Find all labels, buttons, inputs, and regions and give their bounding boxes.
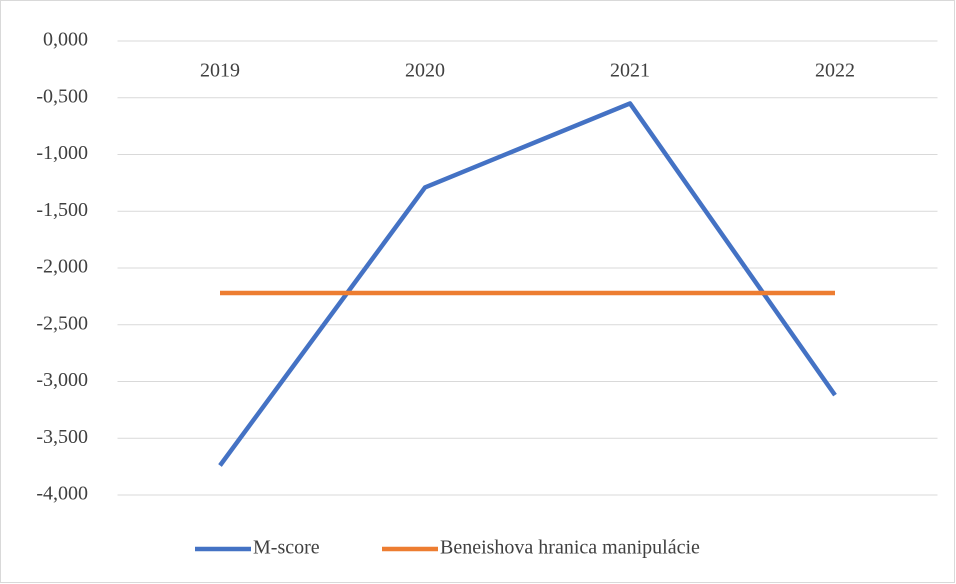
x-tick-label: 2022 bbox=[815, 60, 855, 82]
y-tick-label: -0,500 bbox=[36, 85, 88, 107]
y-tick-label: -1,000 bbox=[36, 142, 88, 164]
y-tick-label: -1,500 bbox=[36, 199, 88, 221]
y-tick-label: -3,500 bbox=[36, 426, 88, 448]
y-tick-label: -3,000 bbox=[36, 369, 88, 391]
x-tick-label: 2019 bbox=[200, 60, 240, 82]
x-tick-label: 2020 bbox=[405, 60, 445, 82]
legend-label: M-score bbox=[253, 537, 320, 559]
series-line bbox=[218, 101, 837, 467]
y-tick-label: 0,000 bbox=[43, 29, 88, 51]
y-tick-label: -2,500 bbox=[36, 312, 88, 334]
x-tick-label: 2021 bbox=[610, 60, 650, 82]
y-tick-label: -2,000 bbox=[36, 256, 88, 278]
y-tick-label: -4,000 bbox=[36, 483, 88, 505]
legend-label: Beneishova hranica manipulácie bbox=[440, 537, 700, 559]
